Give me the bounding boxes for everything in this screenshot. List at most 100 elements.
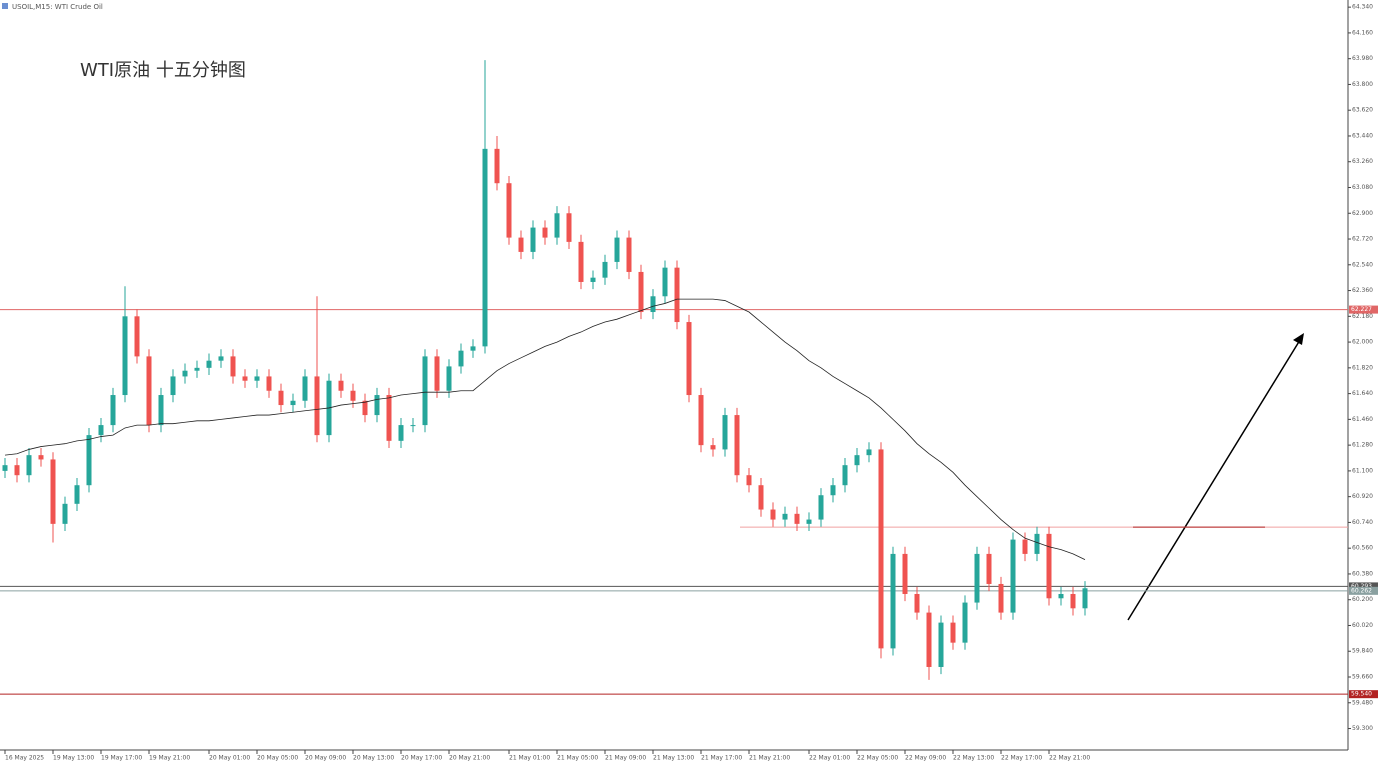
candle-body	[218, 356, 224, 361]
candle-body	[506, 183, 512, 238]
candle-body	[146, 356, 152, 426]
y-tick-label: 60.740	[1352, 519, 1373, 526]
candle-body	[314, 376, 320, 436]
chart-title: WTI原油 十五分钟图	[80, 60, 246, 81]
x-tick-label: 20 May 17:00	[401, 755, 442, 762]
candle-body	[206, 360, 212, 368]
candle-body	[674, 267, 680, 323]
candle-body	[854, 455, 860, 466]
candle-body	[386, 395, 392, 441]
x-tick-label: 21 May 01:00	[509, 755, 550, 762]
y-tick-label: 61.640	[1352, 390, 1373, 397]
candle-body	[914, 593, 920, 613]
candle-body	[86, 435, 92, 486]
candle-body	[746, 475, 752, 486]
y-tick-label: 63.260	[1352, 158, 1373, 165]
y-tick-label: 61.460	[1352, 416, 1373, 423]
candle-body	[818, 495, 824, 520]
x-tick-label: 20 May 09:00	[305, 755, 346, 762]
candle-body	[266, 376, 272, 391]
x-tick-label: 19 May 17:00	[101, 755, 142, 762]
candle-body	[1022, 539, 1028, 554]
candle-body	[434, 356, 440, 391]
candle-body	[806, 519, 812, 524]
price-level-label: 60.293	[1351, 583, 1372, 590]
x-tick-label: 22 May 05:00	[857, 755, 898, 762]
candle-body	[74, 485, 80, 504]
candle-body	[602, 261, 608, 278]
candle-body	[50, 459, 56, 524]
x-tick-label: 20 May 05:00	[257, 755, 298, 762]
candle-body	[1010, 539, 1016, 613]
candle-body	[410, 425, 416, 427]
candle-body	[986, 553, 992, 584]
price-level-label: 59.540	[1351, 691, 1372, 698]
y-tick-label: 61.100	[1352, 467, 1373, 474]
candle-body	[962, 602, 968, 643]
y-tick-label: 60.020	[1352, 622, 1373, 629]
candle-body	[902, 553, 908, 594]
x-tick-label: 19 May 13:00	[53, 755, 94, 762]
moving-average	[4, 298, 1086, 560]
y-tick-label: 62.540	[1352, 261, 1373, 268]
y-tick-label: 63.980	[1352, 55, 1373, 62]
y-tick-label: 63.800	[1352, 81, 1373, 88]
candle-body	[398, 425, 404, 441]
x-tick-label: 16 May 2025	[5, 755, 44, 762]
x-tick-label: 21 May 21:00	[749, 755, 790, 762]
candle-body	[1070, 593, 1076, 609]
candle-body	[890, 553, 896, 649]
x-tick-label: 21 May 13:00	[653, 755, 694, 762]
candles	[2, 60, 1088, 680]
candle-body	[302, 376, 308, 401]
candle-body	[662, 267, 668, 297]
candle-body	[734, 415, 740, 476]
y-tick-label: 64.340	[1352, 4, 1373, 11]
candle-body	[758, 485, 764, 510]
y-tick-label: 63.080	[1352, 184, 1373, 191]
price-level-tag	[1349, 582, 1378, 591]
candle-body	[230, 356, 236, 377]
x-tick-label: 22 May 17:00	[1001, 755, 1042, 762]
candle-body	[638, 271, 644, 313]
arrow-shaft	[1127, 339, 1301, 621]
candle-body	[278, 390, 284, 406]
x-tick-label: 22 May 21:00	[1049, 755, 1090, 762]
candle-body	[38, 455, 44, 460]
candle-body	[842, 465, 848, 486]
y-tick-label: 62.000	[1352, 339, 1373, 346]
candle-body	[770, 509, 776, 520]
x-tick-label: 22 May 01:00	[809, 755, 850, 762]
candle-body	[182, 370, 188, 377]
candle-body	[338, 380, 344, 391]
candle-body	[194, 367, 200, 371]
candle-body	[362, 400, 368, 416]
candle-body	[470, 346, 476, 351]
candle-body	[26, 455, 32, 476]
x-tick-label: 22 May 09:00	[905, 755, 946, 762]
symbol-icon	[2, 3, 8, 9]
y-tick-label: 60.380	[1352, 570, 1373, 577]
candle-body	[62, 503, 68, 524]
price-level-tag	[1349, 690, 1378, 699]
y-tick-label: 60.200	[1352, 596, 1373, 603]
candle-body	[14, 465, 20, 476]
candle-body	[1082, 588, 1088, 609]
candle-body	[494, 148, 500, 184]
y-tick-label: 60.920	[1352, 493, 1373, 500]
candle-body	[110, 395, 116, 426]
candle-body	[542, 227, 548, 238]
candle-body	[938, 622, 944, 667]
x-tick-label: 20 May 21:00	[449, 755, 490, 762]
candle-body	[926, 612, 932, 667]
y-tick-label: 61.820	[1352, 364, 1373, 371]
candle-body	[98, 425, 104, 436]
candle-body	[170, 376, 176, 396]
candle-body	[2, 465, 8, 471]
y-tick-label: 59.840	[1352, 648, 1373, 655]
candle-body	[578, 241, 584, 282]
candle-body	[1034, 533, 1040, 554]
x-tick-label: 20 May 01:00	[209, 755, 250, 762]
y-tick-label: 63.620	[1352, 107, 1373, 114]
trend-arrow	[1127, 333, 1304, 621]
